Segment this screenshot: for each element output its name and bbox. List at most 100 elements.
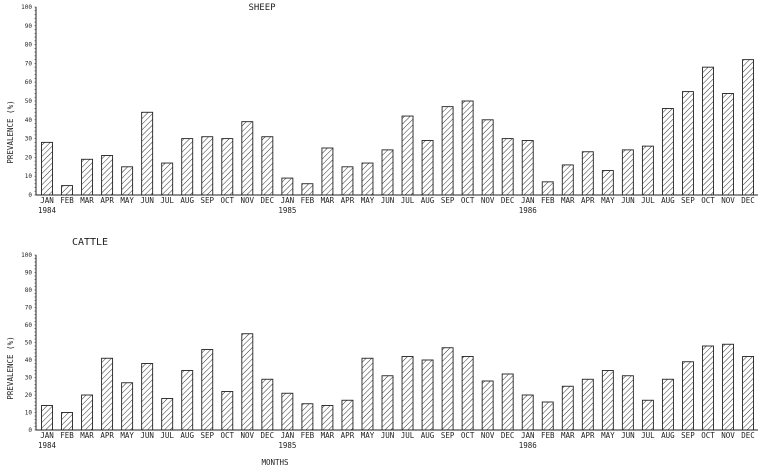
x-tick-label: OCT <box>461 431 475 440</box>
bar <box>421 140 434 196</box>
x-tick-label: APR <box>100 431 114 440</box>
bar <box>421 359 434 431</box>
bar <box>241 333 254 431</box>
bar <box>661 108 674 196</box>
y-tick-label: 20 <box>25 392 33 399</box>
bar <box>281 392 294 431</box>
bar <box>481 380 494 431</box>
bar <box>161 398 174 431</box>
bar <box>381 375 394 431</box>
bar <box>541 181 554 196</box>
x-tick-label: MAR <box>321 431 335 440</box>
bar <box>321 405 334 431</box>
x-tick-label: JAN <box>281 196 295 205</box>
x-tick-label: JUL <box>160 431 174 440</box>
y-tick-label: 20 <box>25 154 33 161</box>
bar <box>361 357 374 431</box>
bar <box>702 345 714 431</box>
x-tick-label: FEB <box>60 196 74 205</box>
x-tick-label: JUN <box>381 431 395 440</box>
x-tick-label: MAR <box>80 196 94 205</box>
bar <box>221 138 234 196</box>
bar <box>521 394 534 431</box>
bar <box>161 162 174 196</box>
bar <box>641 399 654 431</box>
bar <box>341 399 354 431</box>
bar <box>461 356 474 431</box>
bar <box>561 164 574 196</box>
x-tick-label: MAR <box>561 196 575 205</box>
x-tick-label: OCT <box>461 196 475 205</box>
year-label: 1985 <box>278 441 296 450</box>
bar <box>261 378 274 431</box>
bar <box>81 158 94 196</box>
x-tick-label: AUG <box>661 431 675 440</box>
x-tick-label: OCT <box>701 196 715 205</box>
year-label: 1984 <box>38 441 57 450</box>
y-tick-label: 90 <box>25 270 33 277</box>
bar <box>601 370 614 431</box>
bar <box>281 177 294 196</box>
x-tick-label: SEP <box>681 196 695 205</box>
x-tick-label: SEP <box>441 431 455 440</box>
x-tick-label: SEP <box>681 431 695 440</box>
bar <box>181 138 194 196</box>
x-tick-label: APR <box>341 196 355 205</box>
y-tick-label: 90 <box>25 23 33 30</box>
x-tick-label: AUG <box>421 196 435 205</box>
y-tick-label: 50 <box>25 340 33 347</box>
bar <box>401 115 414 196</box>
bar <box>581 378 594 431</box>
bar <box>241 121 254 196</box>
x-tick-label: AUG <box>180 431 194 440</box>
sheep-y-label: PREVALENCE (%) <box>6 100 15 163</box>
x-tick-label: JUN <box>381 196 395 205</box>
x-tick-label: DEC <box>501 196 515 205</box>
x-tick-label: NOV <box>721 196 735 205</box>
cattle-chart: 0 10 20 30 40 50 60 70 80 90 100 JAN FEB MAR APR MAY JUN… <box>21 252 758 450</box>
bar <box>722 343 734 431</box>
year-label: 1984 <box>38 206 57 215</box>
bar <box>501 138 514 196</box>
bar <box>621 149 634 196</box>
bar <box>702 66 714 196</box>
y-tick-label: 10 <box>25 410 33 417</box>
bar <box>361 162 374 196</box>
y-tick-label: 10 <box>25 173 33 180</box>
bar <box>541 401 554 431</box>
x-tick-label: APR <box>581 196 595 205</box>
bar <box>581 151 594 196</box>
bar <box>561 385 574 431</box>
bar <box>261 136 274 196</box>
x-tick-label: JUN <box>621 431 635 440</box>
x-tick-label: AUG <box>421 431 435 440</box>
bar <box>101 155 114 196</box>
x-tick-label: MAR <box>561 431 575 440</box>
bar <box>661 378 674 431</box>
x-tick-label: DEC <box>741 431 755 440</box>
x-tick-label: SEP <box>200 431 214 440</box>
bar <box>61 412 73 431</box>
bar <box>121 166 134 196</box>
bar <box>221 391 234 431</box>
x-tick-label: NOV <box>241 196 255 205</box>
x-tick-label: AUG <box>661 196 675 205</box>
x-tick-label: AUG <box>180 196 194 205</box>
cattle-y-label: PREVALENCE (%) <box>6 336 15 399</box>
bar <box>441 106 454 196</box>
bar <box>742 59 754 196</box>
bar <box>321 147 334 196</box>
x-tick-label: MAY <box>361 196 375 205</box>
x-tick-label: FEB <box>541 196 555 205</box>
x-tick-label: JUL <box>160 196 174 205</box>
x-tick-label: DEC <box>261 196 275 205</box>
year-label: 1986 <box>519 206 538 215</box>
cattle-x-label: MONTHS <box>261 458 289 467</box>
x-tick-label: DEC <box>261 431 275 440</box>
x-tick-label: JAN <box>521 431 535 440</box>
x-tick-label: MAY <box>120 196 134 205</box>
x-tick-label: JUL <box>641 431 655 440</box>
y-tick-label: 80 <box>25 42 33 49</box>
bar <box>722 93 734 196</box>
